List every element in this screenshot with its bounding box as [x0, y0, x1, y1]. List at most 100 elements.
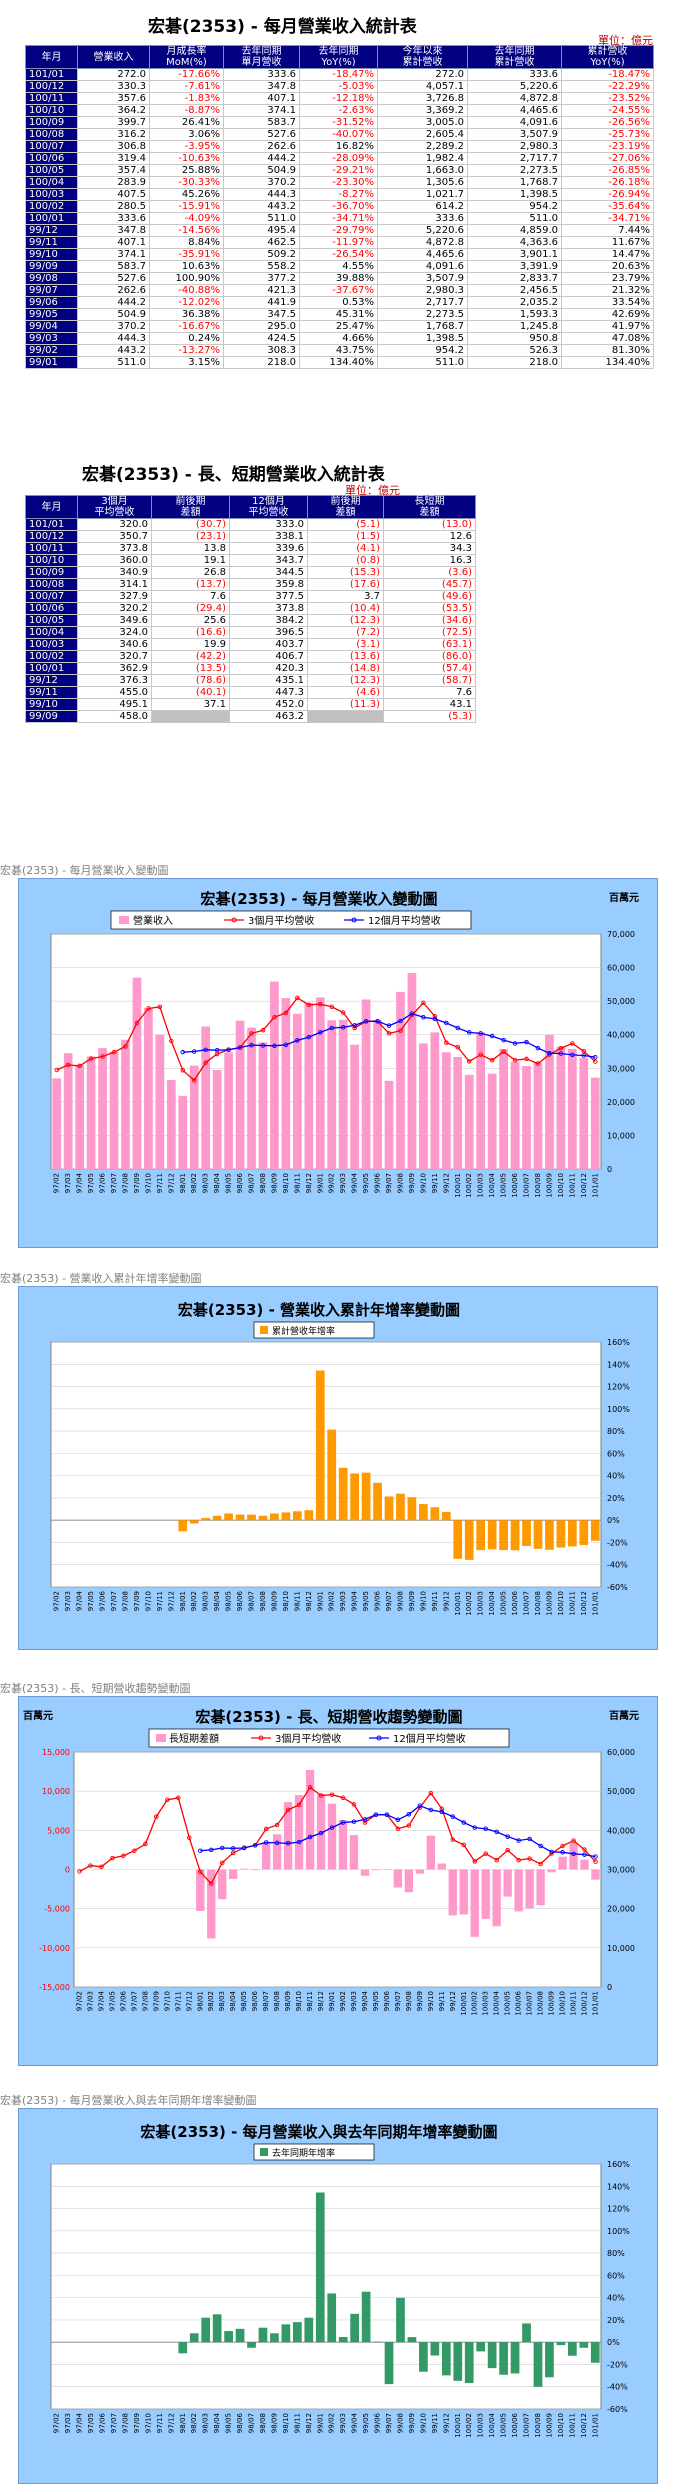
table-row: 100/09 340.9 26.8 344.5 (15.3) (3.6): [25, 566, 476, 579]
chart1-title: 宏碁(2353) - 每月營業收入變動圖: [200, 890, 437, 908]
avg12m-point: [466, 1030, 472, 1035]
y-tick-label: 70,000: [607, 930, 635, 939]
table-cell: 4,091.6: [377, 260, 468, 273]
revenue-bar: [63, 1053, 73, 1169]
c4-title: 宏碁(2353) - 每月營業收入與去年同期年增率變動圖: [140, 2123, 497, 2141]
y-tick-label: 60%: [607, 2271, 625, 2280]
x-tick-label: 97/11: [156, 2413, 164, 2433]
table-cell: 0.53%: [299, 296, 378, 309]
row-month-cell: 99/06: [25, 296, 78, 309]
diff-bar: [415, 1869, 425, 1874]
revenue-bar: [52, 1078, 62, 1169]
x-tick-label: 97/04: [97, 1990, 105, 2011]
yoy-bar: [178, 2342, 188, 2354]
yoy-bar: [590, 2342, 600, 2363]
table-cell: 527.6: [77, 272, 150, 285]
row-month-cell: 99/05: [25, 308, 78, 321]
avg12m-point: [444, 1020, 449, 1026]
x-tick-label: 98/06: [236, 1590, 244, 1611]
x-tick-label: 100/03: [477, 1591, 485, 1616]
y-tick-label: 10,000: [607, 1131, 635, 1140]
table-cell: (13.7): [151, 578, 230, 591]
chart2-caption: 宏碁(2353) - 營業收入累計年增率變動圖: [0, 1272, 202, 1285]
table-cell: 462.5: [223, 236, 300, 249]
x-tick-label: 98/06: [236, 2412, 244, 2433]
avg12m-point: [455, 1025, 461, 1031]
avg3m-point: [439, 1806, 445, 1812]
table-cell: 3,901.1: [467, 248, 562, 261]
x-tick-label: 98/04: [229, 1990, 237, 2011]
table-cell: (13.6): [307, 650, 384, 663]
revenue-bar: [75, 1064, 84, 1169]
table-cell: 280.5: [77, 200, 150, 213]
table-cell: (0.8): [307, 554, 384, 567]
table-cell: (45.7): [383, 578, 476, 591]
x-tick-label: 98/06: [236, 1172, 244, 1193]
y-tick-label: 120%: [607, 1383, 630, 1392]
avg3m-point: [570, 1041, 575, 1046]
x-tick-label: 97/05: [87, 1591, 95, 1611]
table-cell: (4.1): [307, 542, 384, 555]
yoy-bar: [545, 2342, 554, 2378]
yoy-bar: [293, 2322, 302, 2343]
yoy-bar: [338, 1467, 348, 1521]
table-row: 100/11 357.6 -1.83% 407.1 -12.18% 3,726.8 4,87…: [25, 92, 654, 105]
legend-marker-12m: [351, 917, 357, 923]
row-month-cell: 100/09: [25, 566, 78, 579]
x-tick-label: 98/02: [190, 2413, 198, 2433]
table-row: 99/06 444.2 -12.02% 441.9 0.53% 2,717.7 2,035.…: [25, 296, 654, 309]
table-cell: -26.54%: [299, 248, 378, 261]
yoy-bar: [270, 2333, 279, 2343]
avg3m-point: [77, 1869, 82, 1874]
avg12m-point: [307, 1834, 313, 1840]
table-row: 99/07 262.6 -40.88% 421.3 -37.67% 2,980.3 2,45…: [25, 284, 654, 297]
x-tick-label: 99/02: [328, 1173, 336, 1193]
avg12m-point: [384, 1812, 390, 1817]
y-tick-label: 40,000: [607, 1031, 635, 1040]
x-tick-label: 97/11: [156, 1591, 164, 1611]
x-tick-label: 97/02: [53, 2413, 61, 2433]
x-tick-label: 100/02: [465, 1591, 473, 1616]
x-tick-label: 97/12: [185, 1991, 193, 2011]
table-cell: 316.2: [77, 128, 150, 141]
table-cell: 362.9: [77, 662, 152, 675]
row-month-cell: 101/01: [25, 68, 78, 81]
table-cell: 4.55%: [299, 260, 378, 273]
table-cell: 373.8: [77, 542, 152, 555]
revenue-bar: [166, 1080, 176, 1169]
diff-bar: [525, 1869, 534, 1909]
table-cell: 526.3: [467, 344, 562, 357]
x-tick-label: 97/05: [87, 1173, 95, 1193]
avg12m-point: [406, 1812, 412, 1817]
x-tick-label: 97/03: [64, 1173, 72, 1193]
avg3m-point: [123, 1044, 128, 1049]
row-month-cell: 100/06: [25, 152, 78, 165]
x-tick-label: 100/09: [545, 2413, 553, 2438]
avg3m-point: [329, 1792, 335, 1797]
avg3m-point: [100, 1054, 105, 1059]
legend-label-12m: 12個月平均營收: [393, 1732, 466, 1745]
chart3-caption: 宏碁(2353) - 長、短期營收趨勢變動圖: [0, 1682, 191, 1695]
x-tick-label: 98/10: [282, 1591, 290, 1611]
avg12m-point: [483, 1826, 488, 1832]
avg12m-point: [432, 1016, 438, 1022]
yoy-bar: [384, 1496, 394, 1521]
chart3-unit-right: 百萬元: [609, 1709, 639, 1722]
table-row: 100/11 373.8 13.8 339.6 (4.1) 34.3: [25, 542, 476, 555]
avg3m-point: [157, 1004, 163, 1010]
x-tick-label: 97/10: [144, 1173, 152, 1193]
table-cell: -8.27%: [299, 188, 378, 201]
table-cell: 134.40%: [299, 356, 378, 369]
x-tick-label: 99/07: [385, 1591, 393, 1611]
y-tick-label: 60%: [607, 1449, 625, 1458]
x-tick-label: 100/08: [537, 1991, 545, 2016]
avg12m-point: [237, 1045, 243, 1050]
y-tick-label: 20%: [607, 2316, 625, 2325]
revenue-bar: [304, 1002, 314, 1169]
revenue-bar: [568, 1048, 577, 1169]
avg12m-line: [200, 1804, 596, 1858]
avg3m-point: [77, 1063, 82, 1069]
table-row: 101/01 272.0 -17.66% 333.6 -18.47% 272.0 333.6…: [25, 68, 654, 81]
x-tick-label: 97/10: [144, 2413, 152, 2433]
